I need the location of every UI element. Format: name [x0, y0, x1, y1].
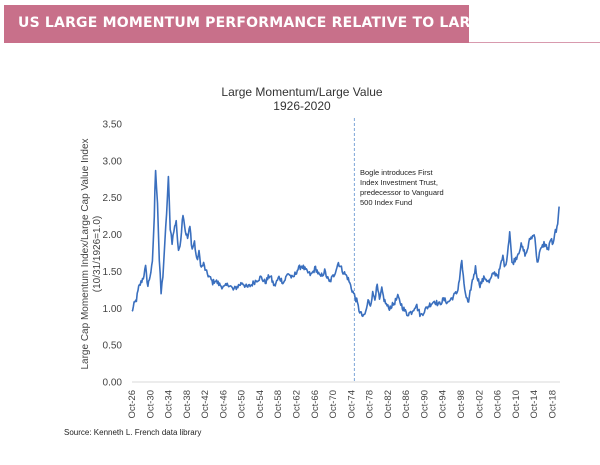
- x-tick-label: Oct-70: [328, 390, 339, 419]
- x-tick-label: Oct-14: [529, 390, 540, 419]
- page-title: US LARGE MOMENTUM PERFORMANCE RELATIVE T…: [18, 15, 549, 31]
- x-tick-label: Oct-66: [310, 390, 321, 419]
- y-tick-label: 1.50: [103, 267, 123, 278]
- x-tick-label: Oct-02: [474, 390, 485, 419]
- x-tick-label: Oct-18: [547, 390, 558, 419]
- x-tick-label: Oct-10: [511, 390, 522, 419]
- x-tick-label: Oct-98: [456, 390, 467, 419]
- header-rule: [469, 42, 600, 43]
- source-note: Source: Kenneth L. French data library: [64, 428, 201, 437]
- x-tick-label: Oct-42: [200, 390, 211, 419]
- x-tick-label: Oct-46: [218, 390, 229, 419]
- x-tick-label: Oct-82: [383, 390, 394, 419]
- annotation-line-2: Index Investment Trust,: [360, 178, 438, 187]
- x-tick-label: Oct-38: [182, 390, 193, 419]
- annotation-line-1: Bogle introduces First: [360, 168, 433, 177]
- chart-title: Large Momentum/Large Value: [221, 85, 383, 99]
- y-tick-label: 2.00: [103, 230, 123, 241]
- annotation-line-4: 500 Index Fund: [360, 198, 412, 207]
- x-tick-label: Oct-74: [346, 390, 357, 419]
- x-tick-label: Oct-62: [291, 390, 302, 419]
- annotation-line-3: predecessor to Vanguard: [360, 188, 444, 197]
- chart-subtitle: 1926-2020: [273, 99, 331, 113]
- x-tick-label: Oct-30: [145, 390, 156, 419]
- x-tick-label: Oct-58: [273, 390, 284, 419]
- x-tick-label: Oct-78: [365, 390, 376, 419]
- y-tick-label: 0.00: [103, 378, 123, 389]
- y-tick-label: 2.50: [103, 193, 123, 204]
- y-axis-label-sub: (10/31/1926=1.0): [92, 216, 103, 292]
- x-tick-label: Oct-50: [237, 390, 248, 419]
- y-tick-label: 3.50: [103, 120, 123, 131]
- x-tick-label: Oct-06: [493, 390, 504, 419]
- x-tick-label: Oct-94: [438, 390, 449, 419]
- y-tick-label: 3.00: [103, 156, 123, 167]
- x-tick-label: Oct-54: [255, 390, 266, 419]
- series-line: [131, 169, 560, 318]
- x-tick-label: Oct-90: [419, 390, 430, 419]
- y-tick-label: 1.00: [103, 304, 123, 315]
- y-axis-label: Large Cap Momentum Index/Large Cap Value…: [80, 138, 91, 369]
- x-tick-label: Oct-26: [127, 390, 138, 419]
- header-banner: US LARGE MOMENTUM PERFORMANCE RELATIVE T…: [4, 5, 548, 43]
- y-tick-label: 0.50: [103, 341, 123, 352]
- x-tick-label: Oct-86: [401, 390, 412, 419]
- x-tick-label: Oct-34: [164, 390, 175, 419]
